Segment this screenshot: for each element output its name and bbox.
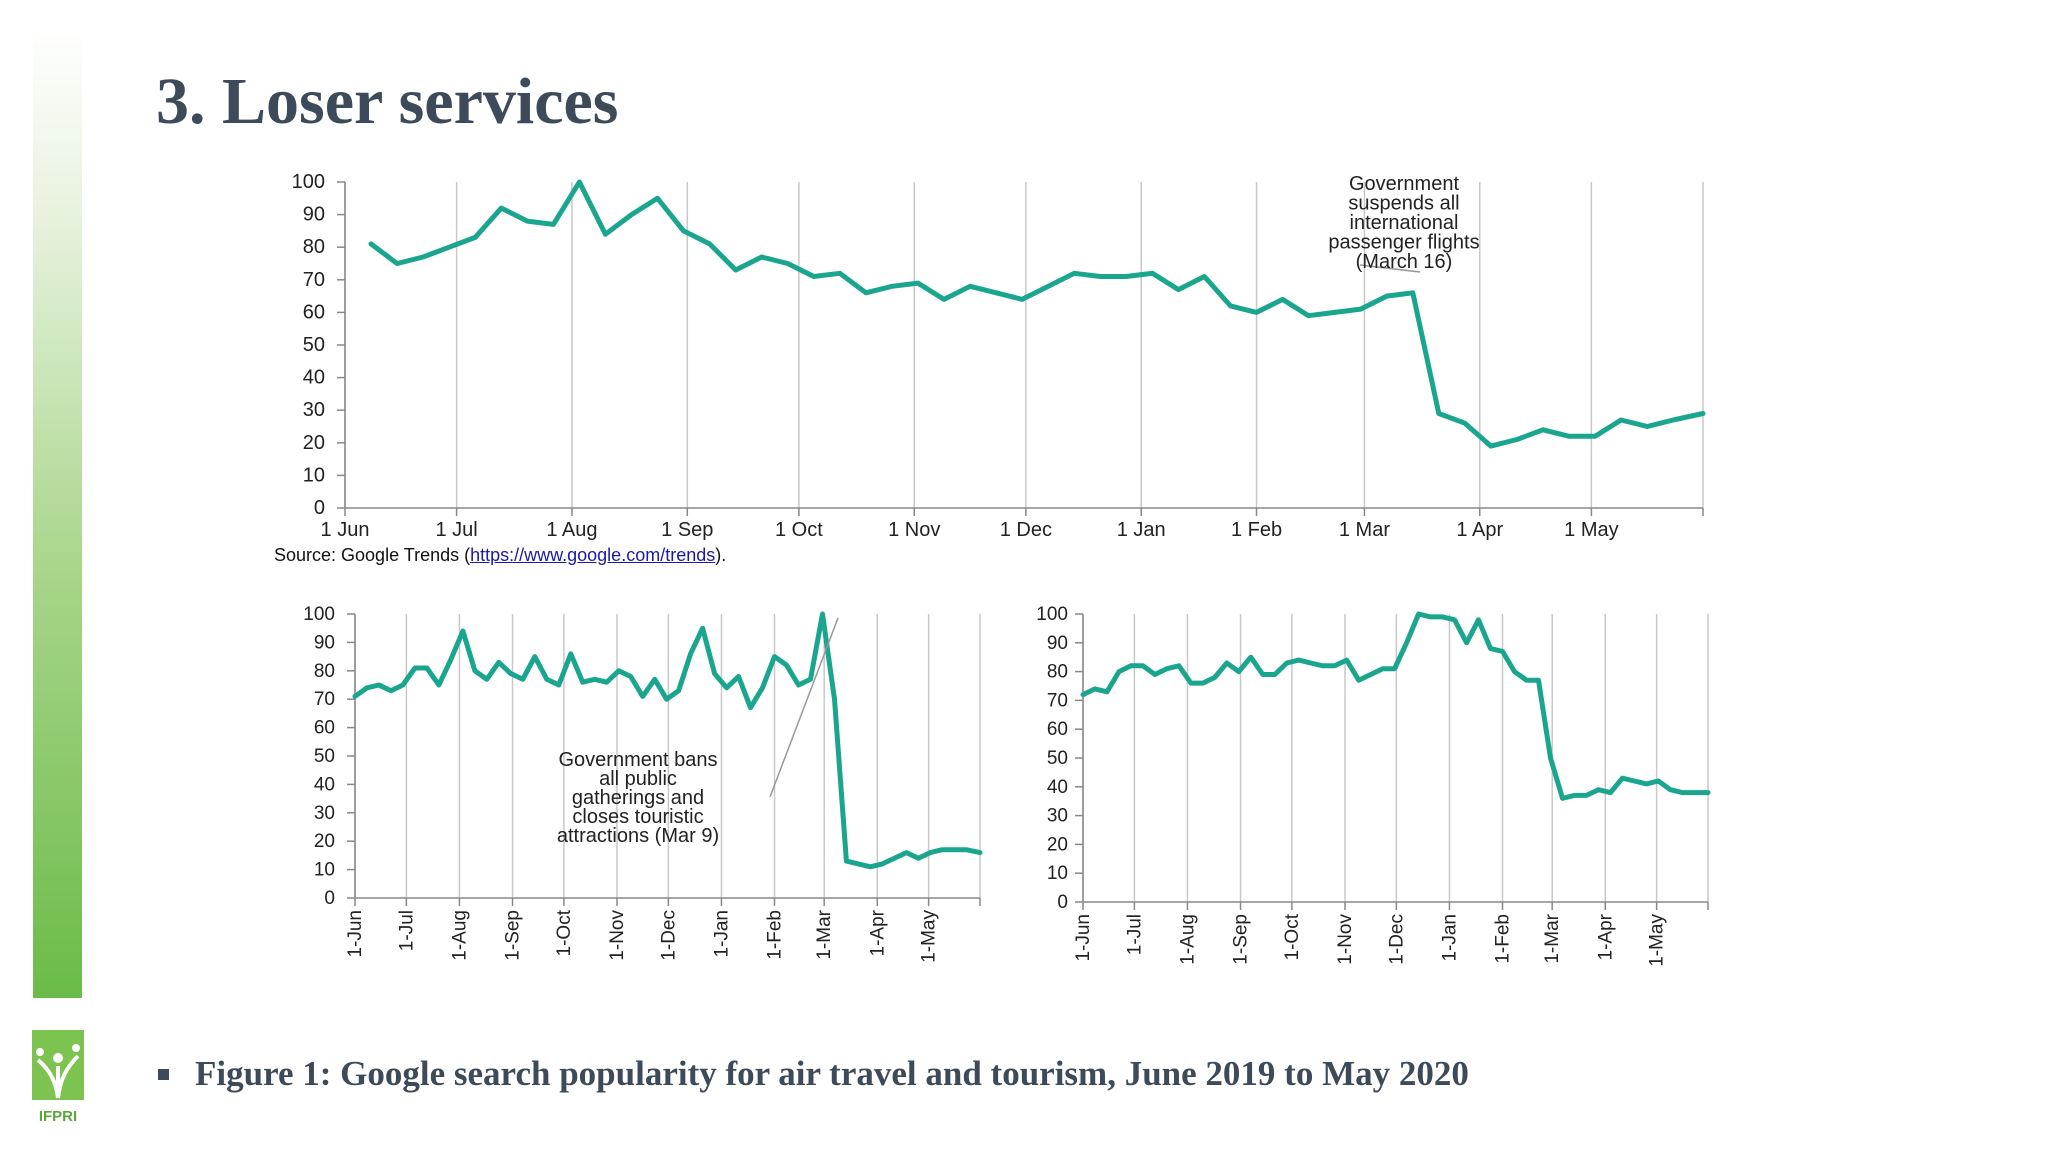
x-tick-label: 1-Jan [711,910,732,958]
y-tick-label: 60 [314,718,335,739]
y-tick-label: 20 [1047,834,1068,855]
x-tick-label: 1-Nov [1335,914,1356,965]
x-tick-label: 1-Mar [1542,913,1563,963]
x-tick-label: 1-Apr [867,909,888,956]
annotation-text: (March 16) [1356,251,1453,273]
y-tick-label: 60 [1047,719,1068,740]
x-tick-label: 1-May [1647,914,1668,967]
annotation-text: Government bans [559,749,718,771]
annotation-text: passenger flights [1328,232,1479,254]
annotation-text: suspends all [1348,193,1459,215]
y-tick-label: 70 [303,269,325,291]
y-tick-label: 10 [1047,863,1068,884]
annotation-leader [1359,264,1421,273]
x-tick-label: 1-Oct [554,909,575,956]
y-tick-label: 80 [303,236,325,258]
x-tick-label: 1-Jun [345,910,366,958]
x-tick-label: 1-Dec [658,910,679,961]
x-tick-label: 1-Jul [396,910,417,951]
annotation-text: gatherings and [572,787,704,809]
y-tick-label: 20 [303,432,325,454]
y-tick-label: 90 [314,632,335,653]
y-tick-label: 90 [303,204,325,226]
x-tick-label: 1-Apr [1595,913,1616,960]
x-tick-label: 1-Mar [814,909,835,959]
x-tick-label: 1 Apr [1456,519,1503,541]
x-tick-label: 1-Jun [1073,914,1094,962]
x-tick-label: 1-Jul [1124,914,1145,955]
decorative-side-bar [33,30,82,998]
source-suffix: ). [715,545,727,565]
x-tick-label: 1-Aug [1177,914,1198,965]
annotation-leader [769,617,839,798]
y-tick-label: 0 [314,497,325,519]
x-tick-label: 1 Oct [775,519,823,541]
annotation-text: closes touristic [572,806,703,828]
figure-caption: Figure 1: Google search popularity for a… [158,1054,1469,1094]
x-tick-label: 1-May [919,910,940,963]
x-tick-label: 1-Oct [1282,913,1303,960]
y-tick-label: 100 [292,171,325,193]
x-tick-label: 1 Aug [546,519,597,541]
y-tick-label: 40 [314,774,335,795]
x-tick-label: 1 Mar [1339,519,1390,541]
source-link[interactable]: https://www.google.com/trends [470,545,716,565]
x-tick-label: 1-Feb [765,910,786,960]
y-tick-label: 30 [314,803,335,824]
x-tick-label: 1-Sep [503,910,524,961]
source-note: Source: Google Trends (https://www.googl… [274,545,726,566]
logo-text: IFPRI [38,1108,78,1125]
y-tick-label: 20 [314,831,335,852]
y-tick-label: 100 [1036,604,1068,625]
y-tick-label: 100 [303,604,335,625]
y-tick-label: 40 [303,367,325,389]
y-tick-label: 0 [1057,892,1068,913]
x-tick-label: 1 Sep [661,519,713,541]
x-tick-label: 1-Jan [1439,914,1460,962]
slide-title: 3. Loser services [156,65,619,138]
y-tick-label: 80 [1047,662,1068,683]
y-tick-label: 40 [1047,777,1068,798]
x-tick-label: 1 Feb [1231,519,1282,541]
x-tick-label: 1-Sep [1231,914,1252,965]
annotation-text: international [1350,212,1459,234]
annotation-text: all public [599,768,677,790]
y-tick-label: 30 [1047,806,1068,827]
annotation-text: attractions (Mar 9) [557,825,719,847]
x-tick-label: 1 Dec [1000,519,1052,541]
x-tick-label: 1-Dec [1386,914,1407,965]
y-tick-label: 60 [303,301,325,323]
y-tick-label: 50 [314,746,335,767]
x-tick-label: 1 May [1564,519,1618,541]
y-tick-label: 30 [303,399,325,421]
source-prefix: Source: Google Trends ( [274,545,471,565]
ifpri-logo-icon [32,1030,84,1100]
x-tick-label: 1 Nov [888,519,940,541]
y-tick-label: 70 [1047,690,1068,711]
y-tick-label: 50 [1047,748,1068,769]
x-tick-label: 1 Jul [435,519,477,541]
y-tick-label: 70 [314,689,335,710]
x-tick-label: 1-Feb [1493,914,1514,964]
bullet-icon [158,1068,169,1080]
x-tick-label: 1-Nov [607,910,628,961]
y-tick-label: 0 [324,888,335,909]
y-tick-label: 90 [1047,633,1068,654]
series-line [368,179,1706,449]
y-tick-label: 50 [303,334,325,356]
x-tick-label: 1-Aug [449,910,470,961]
y-tick-label: 10 [314,860,335,881]
y-tick-label: 10 [303,464,325,486]
x-tick-label: 1 Jun [321,519,370,541]
x-tick-label: 1 Jan [1117,519,1166,541]
series-line [1080,611,1711,801]
caption-text: Figure 1: Google search popularity for a… [195,1054,1469,1093]
annotation-text: Government [1349,173,1459,195]
y-tick-label: 80 [314,661,335,682]
